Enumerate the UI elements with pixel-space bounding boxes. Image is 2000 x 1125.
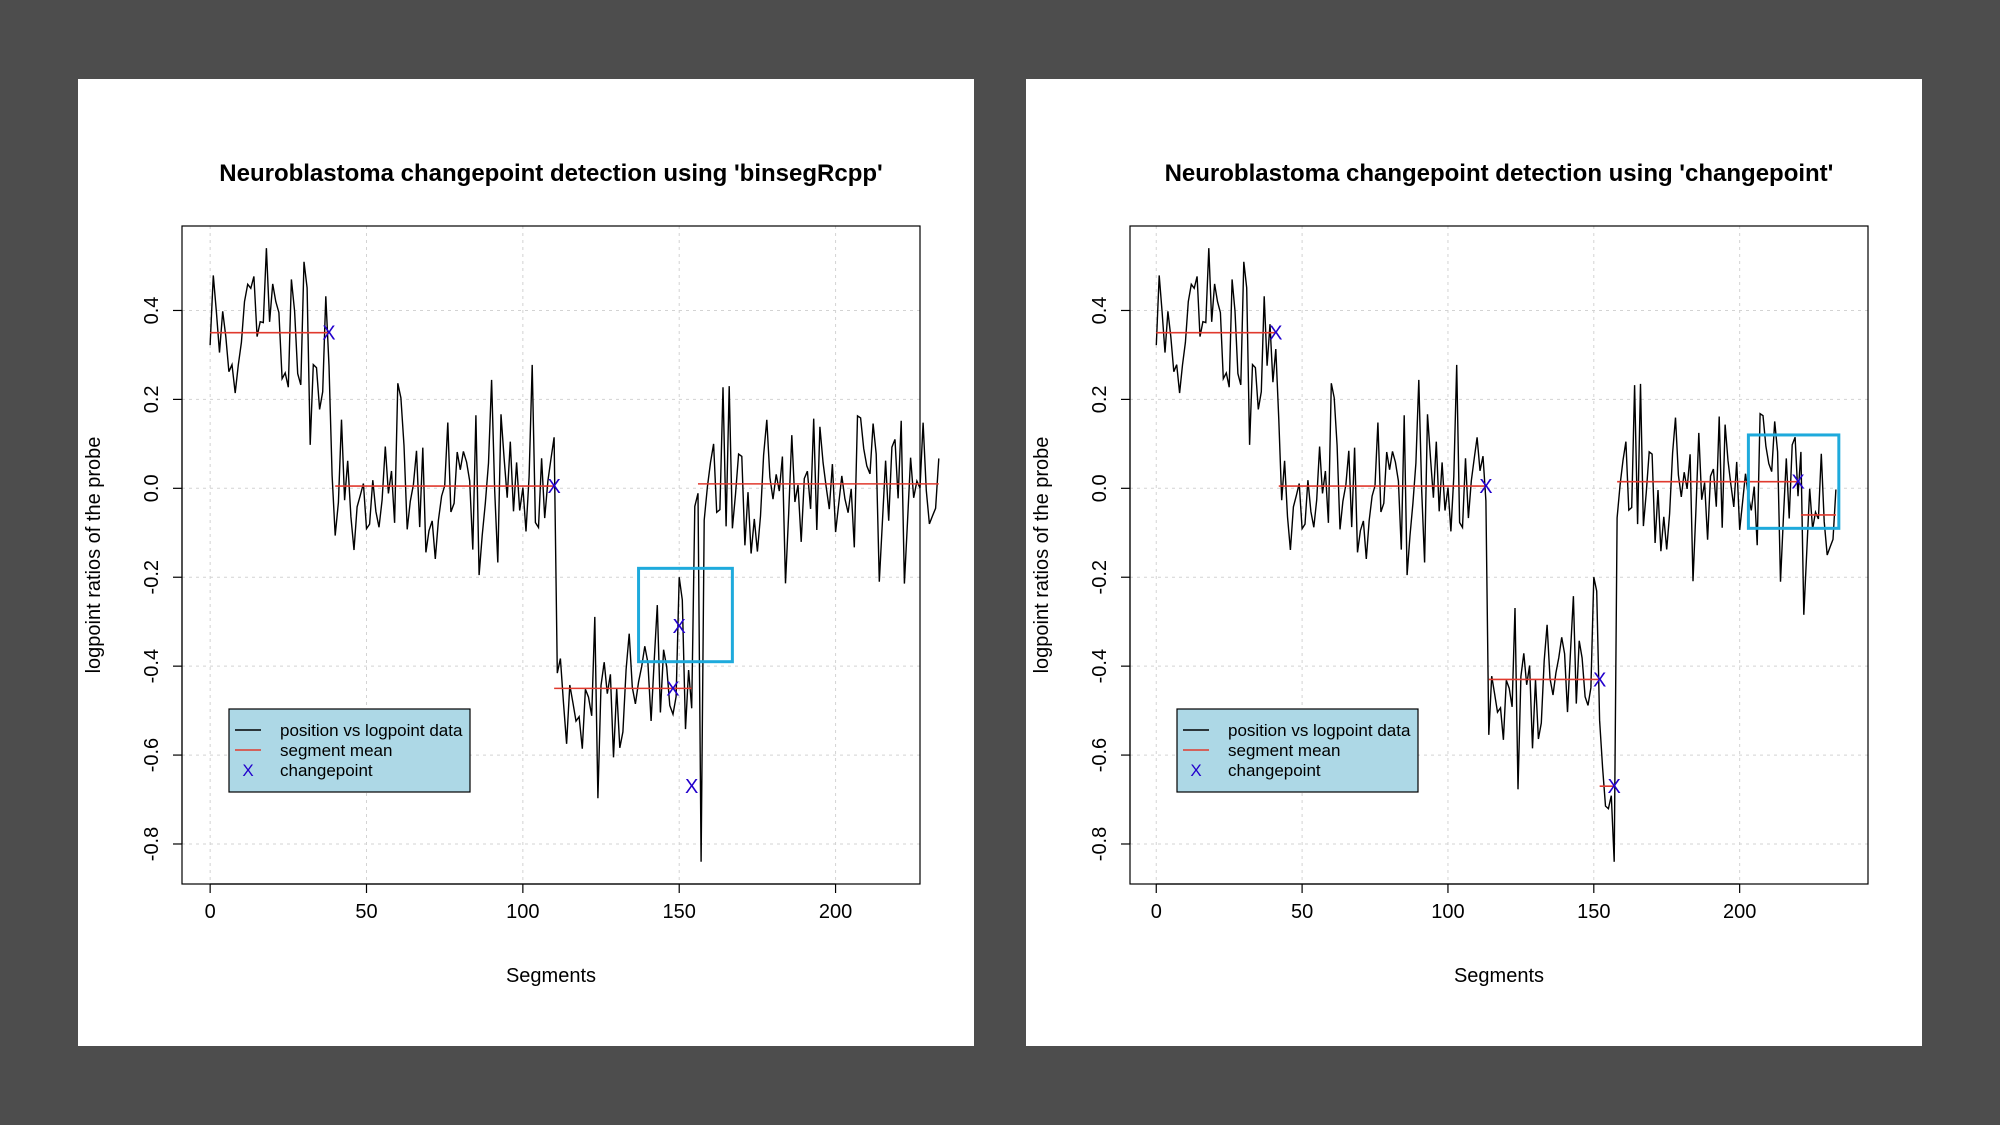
y-tick-label: 0.4 xyxy=(1089,297,1111,325)
chart-title: Neuroblastoma changepoint detection usin… xyxy=(219,160,882,187)
highlight-box xyxy=(637,566,734,664)
y-axis-label: logpoint ratios of the probe xyxy=(83,437,105,674)
y-tick-label: -0.4 xyxy=(1089,649,1111,683)
x-tick-label: 50 xyxy=(1291,901,1313,923)
y-tick-label: -0.8 xyxy=(1089,827,1111,861)
changepoint-marker: X xyxy=(1593,669,1606,691)
legend-entry: changepoint xyxy=(1228,761,1321,780)
chart-panel-left: Neuroblastoma changepoint detection usin… xyxy=(78,79,974,1046)
y-tick-label: 0.2 xyxy=(1089,385,1111,413)
highlight-box xyxy=(1746,433,1841,530)
legend-changepoint-swatch: X xyxy=(1190,761,1201,780)
x-tick-label: 100 xyxy=(506,901,539,923)
changepoint-marker: X xyxy=(685,776,698,798)
x-tick-label: 0 xyxy=(205,901,216,923)
y-tick-label: 0.0 xyxy=(1089,474,1111,502)
chart-left: Neuroblastoma changepoint detection usin… xyxy=(83,160,940,987)
y-tick-label: -0.6 xyxy=(141,738,163,772)
y-tick-label: 0.4 xyxy=(141,297,163,325)
legend-entry: position vs logpoint data xyxy=(1228,721,1411,740)
data-series-line xyxy=(209,248,940,862)
legend-box xyxy=(1176,708,1419,793)
legend-entry: segment mean xyxy=(280,741,392,760)
y-tick-label: 0.2 xyxy=(141,385,163,413)
data-series-line xyxy=(1155,248,1837,862)
changepoint-marker: X xyxy=(666,678,679,700)
x-axis-label: Segments xyxy=(1454,965,1544,987)
changepoint-marker: X xyxy=(1479,476,1492,498)
changepoint-marker: X xyxy=(1608,776,1621,798)
legend-entry: segment mean xyxy=(1228,741,1340,760)
y-tick-label: -0.6 xyxy=(1089,738,1111,772)
legend-changepoint-swatch: X xyxy=(242,761,253,780)
y-axis-label: logpoint ratios of the probe xyxy=(1031,437,1053,674)
legend-entry: changepoint xyxy=(280,761,373,780)
x-axis-label: Segments xyxy=(506,965,596,987)
chart-right: Neuroblastoma changepoint detection usin… xyxy=(1031,160,1869,987)
chart-panel-right: Neuroblastoma changepoint detection usin… xyxy=(1026,79,1922,1046)
changepoint-marker: X xyxy=(1791,472,1804,494)
changepoint-marker: X xyxy=(322,323,335,345)
chart-title: Neuroblastoma changepoint detection usin… xyxy=(1165,160,1834,187)
x-tick-label: 0 xyxy=(1151,901,1162,923)
changepoint-marker: X xyxy=(547,476,560,498)
changepoint-marker: X xyxy=(1269,323,1282,345)
y-tick-label: -0.2 xyxy=(141,560,163,594)
legend-box xyxy=(228,708,471,793)
y-tick-label: -0.4 xyxy=(141,649,163,683)
x-tick-label: 200 xyxy=(1723,901,1756,923)
x-tick-label: 50 xyxy=(355,901,377,923)
x-tick-label: 150 xyxy=(1577,901,1610,923)
y-tick-label: 0.0 xyxy=(141,474,163,502)
x-tick-label: 100 xyxy=(1431,901,1464,923)
legend-entry: position vs logpoint data xyxy=(280,721,463,740)
changepoint-marker: X xyxy=(673,616,686,638)
y-tick-label: -0.2 xyxy=(1089,560,1111,594)
x-tick-label: 200 xyxy=(819,901,852,923)
x-tick-label: 150 xyxy=(663,901,696,923)
y-tick-label: -0.8 xyxy=(141,827,163,861)
